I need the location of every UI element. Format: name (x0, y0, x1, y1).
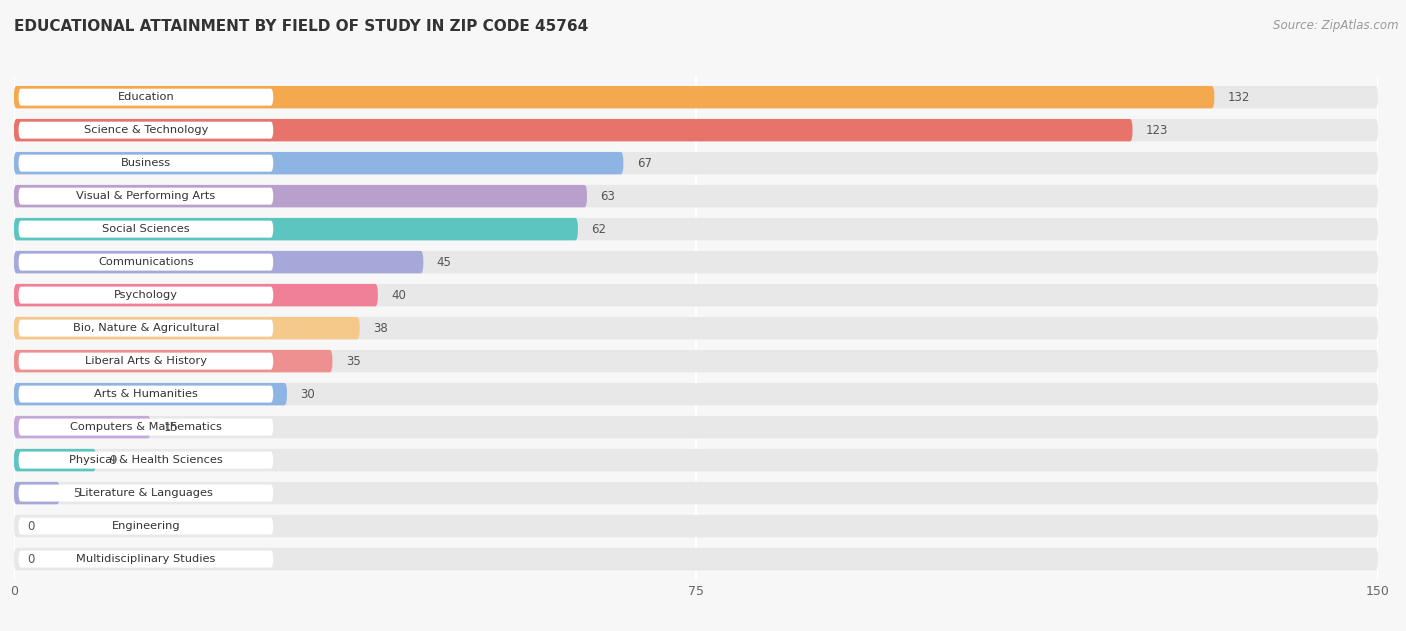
FancyBboxPatch shape (14, 152, 1378, 174)
FancyBboxPatch shape (14, 119, 1378, 141)
FancyBboxPatch shape (18, 320, 273, 336)
Text: 132: 132 (1227, 91, 1250, 103)
Text: 30: 30 (301, 387, 315, 401)
FancyBboxPatch shape (14, 317, 360, 339)
Text: Engineering: Engineering (111, 521, 180, 531)
FancyBboxPatch shape (14, 185, 1378, 208)
Text: 0: 0 (28, 519, 35, 533)
Text: EDUCATIONAL ATTAINMENT BY FIELD OF STUDY IN ZIP CODE 45764: EDUCATIONAL ATTAINMENT BY FIELD OF STUDY… (14, 19, 588, 34)
Text: Multidisciplinary Studies: Multidisciplinary Studies (76, 554, 215, 564)
FancyBboxPatch shape (14, 449, 1378, 471)
Text: Literature & Languages: Literature & Languages (79, 488, 212, 498)
Text: 5: 5 (73, 487, 80, 500)
FancyBboxPatch shape (18, 286, 273, 304)
FancyBboxPatch shape (18, 122, 273, 139)
Text: 35: 35 (346, 355, 361, 368)
FancyBboxPatch shape (14, 251, 423, 273)
Text: 38: 38 (373, 322, 388, 334)
Text: 0: 0 (28, 553, 35, 565)
Text: Communications: Communications (98, 257, 194, 267)
FancyBboxPatch shape (14, 449, 96, 471)
FancyBboxPatch shape (14, 218, 1378, 240)
FancyBboxPatch shape (18, 254, 273, 271)
FancyBboxPatch shape (14, 152, 623, 174)
FancyBboxPatch shape (14, 350, 332, 372)
FancyBboxPatch shape (14, 119, 1132, 141)
Text: Liberal Arts & History: Liberal Arts & History (84, 356, 207, 366)
FancyBboxPatch shape (14, 416, 1378, 439)
Text: Computers & Mathematics: Computers & Mathematics (70, 422, 222, 432)
FancyBboxPatch shape (18, 221, 273, 238)
FancyBboxPatch shape (18, 418, 273, 435)
FancyBboxPatch shape (18, 386, 273, 403)
Text: Bio, Nature & Agricultural: Bio, Nature & Agricultural (73, 323, 219, 333)
FancyBboxPatch shape (14, 218, 578, 240)
FancyBboxPatch shape (14, 548, 1378, 570)
FancyBboxPatch shape (18, 517, 273, 534)
Text: 15: 15 (165, 421, 179, 433)
FancyBboxPatch shape (14, 185, 586, 208)
Text: Visual & Performing Arts: Visual & Performing Arts (76, 191, 215, 201)
FancyBboxPatch shape (14, 383, 1378, 405)
Text: Source: ZipAtlas.com: Source: ZipAtlas.com (1274, 19, 1399, 32)
Text: 67: 67 (637, 156, 652, 170)
Text: 63: 63 (600, 190, 616, 203)
Text: Physical & Health Sciences: Physical & Health Sciences (69, 455, 222, 465)
Text: 45: 45 (437, 256, 451, 269)
FancyBboxPatch shape (18, 551, 273, 567)
Text: Business: Business (121, 158, 172, 168)
FancyBboxPatch shape (14, 284, 378, 306)
FancyBboxPatch shape (14, 515, 1378, 538)
Text: 62: 62 (592, 223, 606, 235)
FancyBboxPatch shape (18, 485, 273, 502)
Text: Arts & Humanities: Arts & Humanities (94, 389, 198, 399)
Text: 123: 123 (1146, 124, 1168, 137)
Text: Science & Technology: Science & Technology (84, 125, 208, 135)
Text: 40: 40 (391, 288, 406, 302)
FancyBboxPatch shape (18, 353, 273, 370)
Text: Education: Education (118, 92, 174, 102)
FancyBboxPatch shape (18, 452, 273, 469)
FancyBboxPatch shape (14, 317, 1378, 339)
FancyBboxPatch shape (14, 482, 59, 504)
FancyBboxPatch shape (14, 416, 150, 439)
Text: Social Sciences: Social Sciences (103, 224, 190, 234)
FancyBboxPatch shape (14, 86, 1215, 109)
FancyBboxPatch shape (14, 86, 1378, 109)
Text: 9: 9 (110, 454, 117, 466)
FancyBboxPatch shape (14, 284, 1378, 306)
Text: Psychology: Psychology (114, 290, 179, 300)
FancyBboxPatch shape (14, 383, 287, 405)
FancyBboxPatch shape (18, 89, 273, 105)
FancyBboxPatch shape (18, 155, 273, 172)
FancyBboxPatch shape (14, 251, 1378, 273)
FancyBboxPatch shape (14, 350, 1378, 372)
FancyBboxPatch shape (14, 482, 1378, 504)
FancyBboxPatch shape (18, 187, 273, 204)
